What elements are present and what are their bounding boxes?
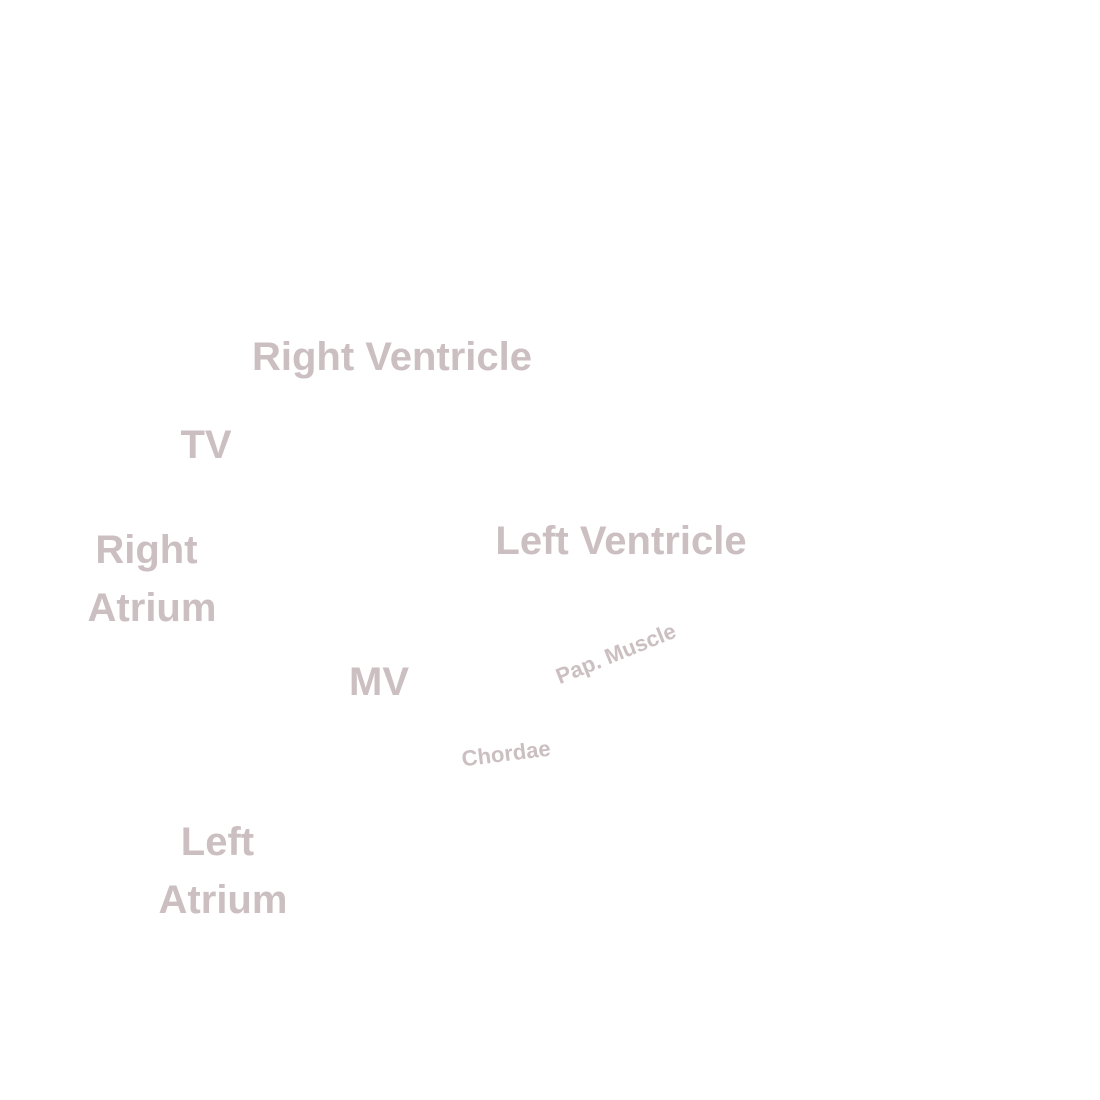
label-right-atrium: Right Atrium (88, 528, 217, 630)
label-mv: MV (349, 660, 409, 704)
label-chordae: Chordae (460, 736, 552, 772)
label-right-atrium-line-2: Atrium (88, 586, 217, 630)
label-left-ventricle: Left Ventricle (495, 519, 746, 563)
label-pap-muscle: Pap. Muscle (552, 618, 679, 689)
label-left-atrium-line-2: Atrium (159, 878, 288, 922)
label-left-atrium: Left Atrium (159, 820, 288, 922)
label-left-atrium-line-1: Left (181, 820, 254, 864)
label-right-ventricle: Right Ventricle (252, 335, 532, 379)
label-right-atrium-line-1: Right (95, 528, 197, 572)
label-tv: TV (180, 423, 231, 467)
